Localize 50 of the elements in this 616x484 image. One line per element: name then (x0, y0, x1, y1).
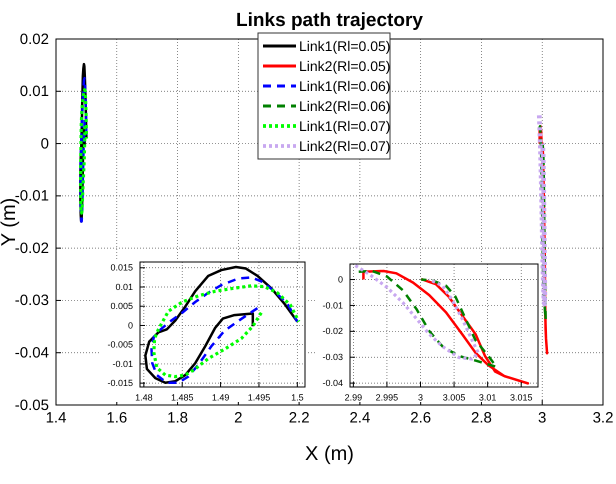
legend-label: Link2(Rl=0.07) (299, 138, 390, 154)
legend-label: Link2(Rl=0.06) (299, 98, 390, 114)
y-tick-label: -0.01 (322, 300, 343, 310)
x-axis-title: X (m) (305, 443, 354, 465)
y-tick-label: -0.02 (14, 240, 49, 257)
x-tick-label: 2 (234, 410, 243, 427)
x-tick-label: 1.6 (106, 410, 128, 427)
line-series (354, 264, 480, 361)
legend-label: Link1(Rl=0.06) (299, 78, 390, 94)
x-tick-label: 3 (418, 392, 424, 402)
x-tick-label: 2.2 (288, 410, 310, 427)
y-tick-label: 0 (128, 320, 133, 330)
legend-label: Link2(Rl=0.05) (299, 58, 390, 74)
x-tick-label: 2.8 (471, 410, 492, 427)
x-tick-label: 3.01 (478, 392, 496, 402)
x-tick-label: 2.995 (376, 392, 398, 402)
x-tick-label: 3 (538, 410, 546, 427)
legend-label: Link1(Rl=0.07) (299, 118, 390, 134)
y-tick-label: 0.015 (110, 262, 133, 273)
x-tick-label: 3.005 (442, 392, 466, 402)
x-tick-label: 2.99 (344, 392, 362, 402)
y-tick-label: -0.015 (107, 378, 133, 388)
x-tick-label: 1.49 (212, 392, 230, 402)
line-series (538, 125, 547, 322)
x-tick-label: 1.48 (135, 392, 153, 402)
y-tick-label: 0 (338, 274, 343, 284)
y-tick-label: 0.01 (115, 282, 133, 292)
chart-title: Links path trajectory (236, 10, 424, 31)
y-tick-label: -0.03 (322, 352, 343, 362)
legend-label: Link1(Rl=0.05) (299, 38, 390, 54)
y-tick-label: 0 (40, 135, 49, 152)
y-tick-label: -0.02 (322, 326, 343, 336)
y-tick-label: 0.02 (20, 30, 49, 48)
line-series (357, 270, 498, 368)
x-tick-label: 2.4 (349, 410, 370, 427)
y-tick-label: -0.04 (322, 378, 343, 388)
x-tick-label: 1.5 (291, 392, 304, 402)
x-tick-label: 2.6 (410, 410, 432, 427)
x-tick-label: 1.8 (167, 410, 188, 427)
x-tick-label: 3.015 (510, 392, 532, 402)
y-tick-label: 0.01 (20, 83, 49, 100)
y-tick-label: 0.005 (110, 301, 133, 312)
y-tick-label: -0.01 (112, 358, 133, 369)
y-tick-label: -0.04 (14, 344, 49, 362)
y-tick-label: -0.005 (107, 340, 133, 350)
x-tick-label: 1.495 (248, 392, 270, 402)
line-series (79, 88, 88, 215)
x-tick-label: 1.485 (170, 392, 194, 402)
x-tick-label: 3.2 (592, 410, 614, 427)
y-tick-label: -0.03 (14, 292, 49, 310)
